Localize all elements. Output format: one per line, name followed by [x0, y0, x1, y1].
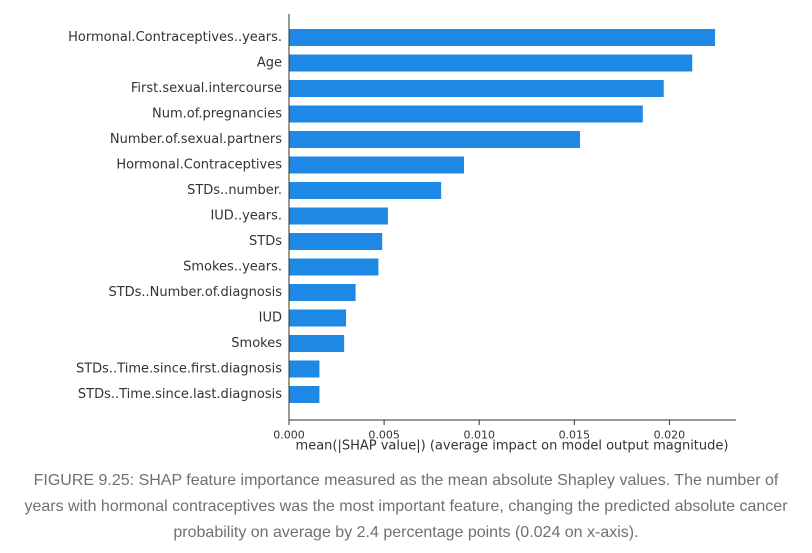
x-ticks: 0.000 0.005 0.010 0.015 0.020	[273, 420, 685, 442]
bar-STDs	[289, 233, 383, 250]
y-tick-label: Age	[257, 56, 282, 71]
bar-Hormonal.Contraceptives..years.	[289, 29, 716, 46]
y-tick-label: STDs..number.	[187, 183, 282, 198]
y-tick-label: STDs..Time.since.last.diagnosis	[78, 387, 282, 402]
bar-Age	[289, 54, 693, 72]
x-axis-label: mean(|SHAP value|) (average impact on mo…	[296, 439, 729, 454]
figure-caption: FIGURE 9.25: SHAP feature importance mea…	[24, 472, 788, 541]
chart-svg: Hormonal.Contraceptives..years. Age First.…	[68, 14, 736, 454]
y-tick-label: Hormonal.Contraceptives..years.	[68, 30, 282, 45]
bar-IUD..years.	[289, 207, 388, 225]
bar-STDs..Number.of.diagnosis	[289, 284, 356, 301]
y-tick-label: IUD	[259, 311, 282, 326]
bar-STDs..number.	[289, 182, 442, 199]
bar-Smokes	[289, 335, 345, 352]
y-tick-label: STDs..Number.of.diagnosis	[108, 285, 282, 300]
y-tick-label: STDs	[249, 234, 282, 249]
y-tick-labels: Hormonal.Contraceptives..years. Age First.…	[68, 30, 282, 402]
x-tick-label: 0.010	[463, 429, 495, 442]
y-tick-label: First.sexual.intercourse	[131, 81, 282, 96]
y-tick-label: Smokes	[231, 336, 282, 351]
y-tick-label: Smokes..years.	[183, 260, 282, 275]
y-tick-label: STDs..Time.since.first.diagnosis	[76, 362, 282, 377]
bar-STDs..Time.since.first.diagnosis	[289, 360, 320, 378]
x-tick-label: 0.015	[559, 429, 591, 442]
x-tick-label: 0.000	[273, 429, 305, 442]
y-tick-label: Num.of.pregnancies	[152, 107, 282, 122]
bar-IUD	[289, 309, 347, 327]
bar-First.sexual.intercourse	[289, 80, 664, 97]
bar-Number.of.sexual.partners	[289, 131, 581, 148]
y-tick-label: Number.of.sexual.partners	[110, 132, 282, 147]
y-tick-label: IUD..years.	[210, 209, 282, 224]
shap-importance-chart: Hormonal.Contraceptives..years. Age First.…	[68, 14, 736, 454]
x-tick-label: 0.020	[654, 429, 686, 442]
bar-Num.of.pregnancies	[289, 105, 643, 123]
y-tick-label: Hormonal.Contraceptives	[116, 158, 282, 173]
bar-STDs..Time.since.last.diagnosis	[289, 386, 320, 403]
bar-Hormonal.Contraceptives	[289, 156, 464, 174]
bars-group	[289, 29, 716, 403]
bar-Smokes..years.	[289, 258, 379, 276]
x-tick-label: 0.005	[368, 429, 400, 442]
